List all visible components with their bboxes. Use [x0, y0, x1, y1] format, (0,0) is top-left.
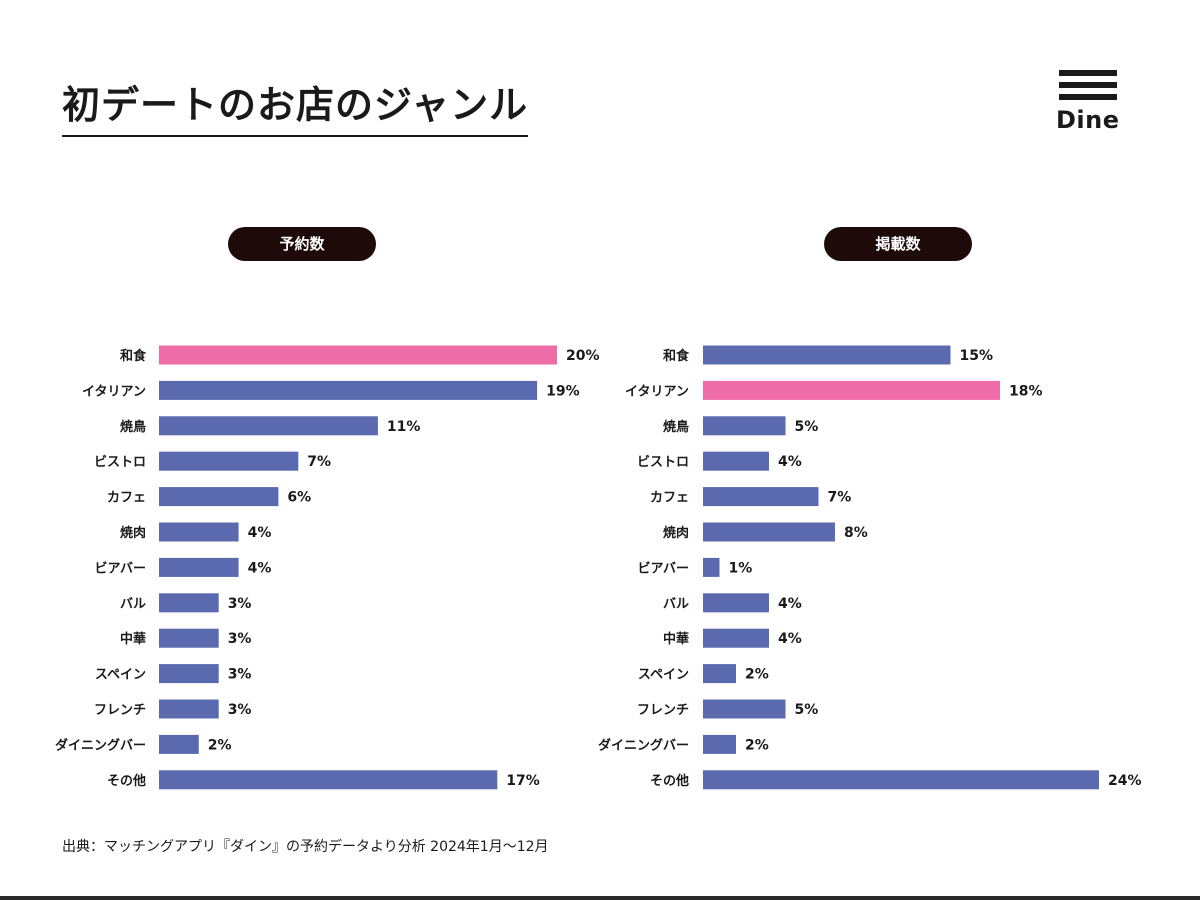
category-label: ダイニングバー	[55, 737, 146, 753]
bar	[159, 416, 378, 436]
category-label: 中華	[120, 631, 146, 647]
category-label: スペイン	[95, 668, 146, 683]
bar	[703, 734, 736, 754]
logo-stripe	[1059, 70, 1117, 76]
value-label: 15%	[960, 348, 994, 364]
logo-stripe	[1059, 94, 1117, 100]
category-label: 焼肉	[120, 525, 146, 541]
category-label: 焼鳥	[663, 419, 689, 435]
category-label: ビアバー	[638, 560, 689, 576]
bar	[703, 345, 951, 365]
bar	[159, 770, 498, 790]
value-label: 24%	[1108, 773, 1142, 789]
category-label: 和食	[120, 348, 147, 364]
value-label: 3%	[228, 631, 252, 647]
category-label: 焼肉	[663, 525, 689, 541]
chart-title-pill	[228, 227, 376, 261]
bar	[159, 522, 239, 542]
value-label: 3%	[228, 702, 252, 718]
value-label: 7%	[307, 454, 331, 470]
bar	[159, 487, 279, 507]
value-label: 2%	[745, 667, 769, 683]
chart-title: 予約数	[279, 235, 325, 253]
value-label: 5%	[795, 419, 819, 435]
bar	[703, 380, 1000, 400]
bar	[159, 380, 538, 400]
bar	[159, 451, 299, 471]
value-label: 7%	[828, 490, 852, 506]
bottom-divider	[0, 896, 1200, 900]
bar	[159, 734, 199, 754]
category-label: カフェ	[650, 491, 689, 506]
value-label: 5%	[795, 702, 819, 718]
category-label: ビストロ	[94, 454, 146, 470]
category-label: 中華	[663, 631, 689, 647]
bar	[159, 628, 219, 648]
bar	[703, 451, 769, 471]
category-label: カフェ	[107, 491, 146, 506]
category-label: その他	[650, 773, 689, 789]
bar	[703, 593, 769, 613]
source-note: 出典：マッチングアプリ『ダイン』の予約データより分析 2024年1月〜12月	[62, 839, 549, 855]
bar	[159, 699, 219, 719]
category-label: バル	[663, 597, 689, 612]
value-label: 20%	[566, 348, 600, 364]
bar	[703, 487, 819, 507]
category-label: バル	[120, 597, 146, 612]
category-label: スペイン	[638, 668, 689, 683]
value-label: 3%	[228, 667, 252, 683]
value-label: 6%	[287, 490, 311, 506]
value-label: 4%	[248, 560, 272, 576]
category-label: ダイニングバー	[598, 737, 689, 753]
value-label: 2%	[745, 737, 769, 753]
category-label: イタリアン	[625, 384, 689, 399]
value-label: 4%	[248, 525, 272, 541]
bar	[703, 557, 720, 577]
value-label: 1%	[729, 560, 753, 576]
value-label: 2%	[208, 737, 232, 753]
category-label: ビストロ	[637, 454, 689, 470]
logo-stripe	[1059, 82, 1117, 88]
bar	[703, 416, 786, 436]
chart-title: 掲載数	[875, 235, 921, 253]
value-label: 4%	[778, 454, 802, 470]
category-label: フレンチ	[94, 703, 146, 718]
logo-text: Dine	[1056, 106, 1120, 134]
category-label: イタリアン	[82, 384, 146, 399]
value-label: 3%	[228, 596, 252, 612]
category-label: フレンチ	[637, 703, 689, 718]
bar	[159, 557, 239, 577]
category-label: ビアバー	[95, 560, 146, 576]
value-label: 11%	[387, 419, 421, 435]
value-label: 18%	[1009, 383, 1043, 399]
category-label: その他	[107, 773, 146, 789]
bar	[703, 628, 769, 648]
value-label: 4%	[778, 631, 802, 647]
dine-logo: Dine	[1056, 70, 1120, 134]
bar	[703, 664, 736, 684]
chart-title-pill	[824, 227, 972, 261]
bar	[159, 593, 219, 613]
bar	[703, 699, 786, 719]
value-label: 19%	[546, 383, 580, 399]
bar	[159, 664, 219, 684]
value-label: 17%	[506, 773, 540, 789]
value-label: 8%	[844, 525, 868, 541]
category-label: 焼鳥	[120, 419, 146, 435]
bar	[703, 522, 835, 542]
category-label: 和食	[663, 348, 690, 364]
bar	[703, 770, 1099, 790]
page-title: 初デートのお店のジャンル	[62, 74, 529, 137]
bar	[159, 345, 557, 365]
value-label: 4%	[778, 596, 802, 612]
